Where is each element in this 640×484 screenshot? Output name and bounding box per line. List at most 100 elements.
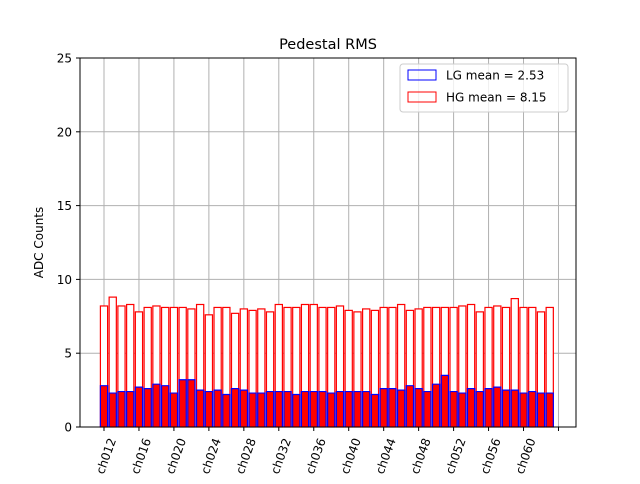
lg-bar-ch020 xyxy=(169,392,179,427)
lg-bar-ch058 xyxy=(501,389,511,427)
lg-bar-fill-ch034 xyxy=(292,394,300,427)
lg-bar-fill-ch042 xyxy=(362,391,370,427)
lg-bar-ch021 xyxy=(178,379,187,427)
lg-bar-fill-ch012 xyxy=(100,385,108,427)
lg-bar-ch024 xyxy=(204,390,214,427)
lg-bar-fill-ch053 xyxy=(458,393,466,427)
lg-bar-fill-ch048 xyxy=(415,388,423,427)
lg-bar-fill-ch049 xyxy=(423,391,431,427)
lg-bar-ch022 xyxy=(187,379,196,427)
lg-bar-fill-ch043 xyxy=(371,394,379,427)
lg-bar-fill-ch019 xyxy=(161,385,169,427)
lg-bar-fill-ch051 xyxy=(441,375,449,427)
lg-bar-ch051 xyxy=(440,374,450,427)
lg-bar-ch013 xyxy=(108,392,117,427)
lg-bar-ch043 xyxy=(370,393,380,427)
lg-bar-fill-ch044 xyxy=(380,388,388,427)
lg-bar-ch053 xyxy=(458,392,467,427)
lg-bar-fill-ch037 xyxy=(318,391,327,427)
y-tick-label: 20 xyxy=(57,125,72,139)
y-tick-label: 25 xyxy=(57,52,72,66)
lg-bar-ch028 xyxy=(239,389,249,427)
y-tick-label: 0 xyxy=(64,421,72,435)
lg-bar-ch016 xyxy=(134,386,144,427)
legend-label-lg: LG mean = 2.53 xyxy=(446,69,544,83)
lg-bar-fill-ch031 xyxy=(266,391,274,427)
lg-bar-ch054 xyxy=(466,388,476,427)
lg-bar-ch023 xyxy=(195,389,205,427)
lg-bar-ch017 xyxy=(143,388,152,427)
lg-bar-fill-ch032 xyxy=(275,391,283,427)
lg-bar-fill-ch045 xyxy=(388,388,397,427)
lg-bars xyxy=(99,374,554,427)
lg-bar-ch063 xyxy=(545,392,554,427)
lg-bar-ch038 xyxy=(327,392,336,427)
lg-bar-fill-ch028 xyxy=(240,390,248,427)
lg-bar-ch014 xyxy=(117,390,126,427)
legend-label-hg: HG mean = 8.15 xyxy=(446,91,547,105)
lg-bar-fill-ch014 xyxy=(117,391,126,427)
lg-bar-ch044 xyxy=(379,388,388,427)
lg-bar-fill-ch038 xyxy=(327,393,335,427)
lg-bar-fill-ch056 xyxy=(484,388,493,427)
lg-bar-fill-ch058 xyxy=(502,390,510,427)
lg-bar-ch018 xyxy=(152,383,161,427)
lg-bar-fill-ch061 xyxy=(528,391,536,427)
y-tick-label: 5 xyxy=(64,347,72,361)
lg-bar-fill-ch023 xyxy=(196,390,204,427)
lg-bar-fill-ch059 xyxy=(511,390,519,427)
lg-bar-ch062 xyxy=(536,392,546,427)
lg-bar-ch015 xyxy=(126,390,135,427)
lg-bar-ch026 xyxy=(222,393,231,427)
lg-bar-ch050 xyxy=(431,383,441,427)
lg-bar-fill-ch029 xyxy=(248,393,257,427)
plot-frame xyxy=(79,57,577,428)
lg-bar-fill-ch018 xyxy=(152,384,161,427)
lg-bar-fill-ch039 xyxy=(336,391,344,427)
lg-bar-ch055 xyxy=(475,390,485,427)
lg-bar-ch046 xyxy=(396,389,406,427)
lg-bar-fill-ch062 xyxy=(537,393,545,427)
lg-bar-ch040 xyxy=(344,390,353,427)
lg-bar-ch048 xyxy=(414,388,423,427)
lg-bar-ch012 xyxy=(99,385,109,427)
lg-bar-fill-ch026 xyxy=(222,394,230,427)
y-axis-label: ADC Counts xyxy=(32,207,46,279)
lg-bar-fill-ch057 xyxy=(493,387,501,427)
lg-bar-ch019 xyxy=(160,385,170,427)
lg-bar-ch029 xyxy=(248,392,257,427)
lg-bar-ch056 xyxy=(484,388,493,427)
lg-bar-fill-ch025 xyxy=(214,390,222,427)
legend-swatch-lg xyxy=(407,69,437,81)
lg-bar-fill-ch036 xyxy=(310,391,318,427)
lg-bar-fill-ch020 xyxy=(170,393,178,427)
lg-bar-ch042 xyxy=(362,390,371,427)
lg-bar-ch027 xyxy=(230,388,240,427)
lg-bar-fill-ch016 xyxy=(135,387,143,427)
lg-bar-ch031 xyxy=(265,390,275,427)
lg-bar-ch047 xyxy=(405,385,415,427)
lg-bar-fill-ch027 xyxy=(231,388,239,427)
lg-bar-ch035 xyxy=(300,390,310,427)
lg-bar-ch052 xyxy=(449,390,458,427)
y-tick-label: 15 xyxy=(57,199,72,213)
lg-bar-ch060 xyxy=(519,392,528,427)
lg-bar-fill-ch030 xyxy=(257,393,265,427)
lg-bar-ch049 xyxy=(423,390,432,427)
lg-bar-fill-ch063 xyxy=(546,393,554,427)
lg-bar-ch033 xyxy=(283,390,292,427)
lg-bar-fill-ch035 xyxy=(301,391,309,427)
lg-bar-fill-ch021 xyxy=(179,379,187,427)
lg-bar-fill-ch040 xyxy=(345,391,353,427)
lg-bar-ch030 xyxy=(257,392,266,427)
lg-bar-fill-ch033 xyxy=(283,391,292,427)
lg-bar-ch061 xyxy=(528,390,537,427)
lg-bar-ch034 xyxy=(292,393,301,427)
lg-bar-fill-ch013 xyxy=(109,393,117,427)
lg-bar-fill-ch024 xyxy=(205,391,213,427)
lg-bar-fill-ch050 xyxy=(432,384,440,427)
legend-box xyxy=(399,63,569,113)
lg-bar-fill-ch017 xyxy=(144,388,152,427)
lg-bar-ch037 xyxy=(318,390,327,427)
